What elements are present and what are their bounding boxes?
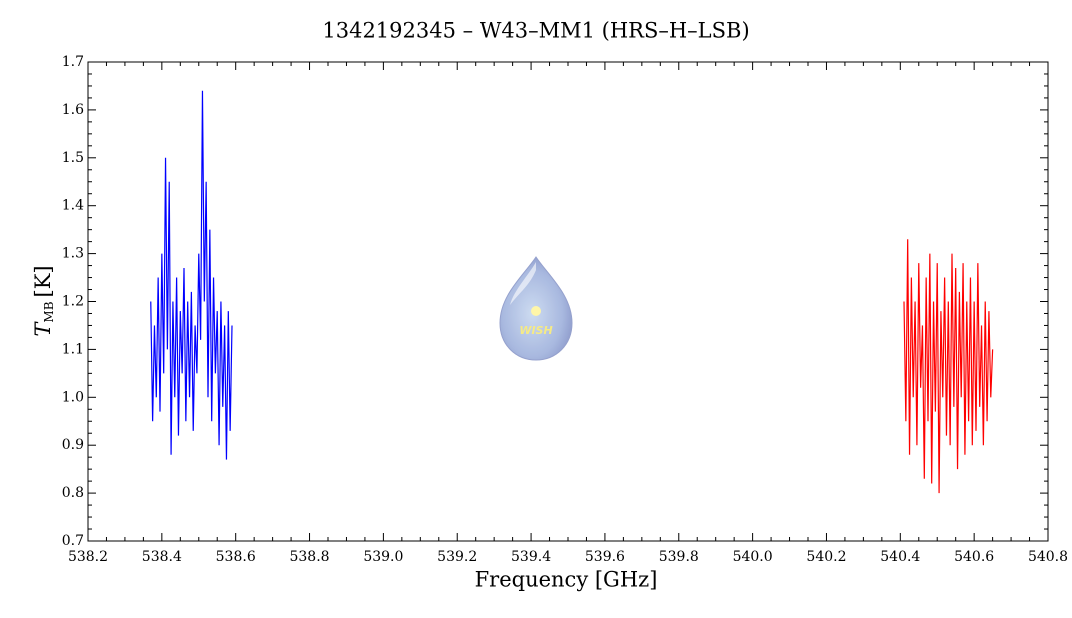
- chart-title: 1342192345 – W43–MM1 (HRS–H–LSB): [322, 19, 749, 43]
- logo-star: [531, 306, 541, 316]
- y-tick-label: 1.0: [62, 389, 84, 405]
- y-axis-label: TMB [K]: [31, 265, 56, 336]
- y-axis-label-unit: [K]: [31, 265, 55, 297]
- logo-text: WISH: [519, 324, 552, 337]
- y-tick-label: 1.7: [62, 54, 84, 70]
- y-tick-label: 1.3: [62, 246, 84, 262]
- x-tick-label: 540.6: [954, 549, 994, 565]
- x-tick-label: 538.6: [216, 549, 256, 565]
- y-tick-label: 0.9: [62, 437, 84, 453]
- y-tick-label: 1.5: [62, 150, 84, 166]
- x-tick-label: 539.8: [659, 549, 699, 565]
- y-axis-label-main: T: [31, 321, 55, 337]
- y-tick-label: 0.8: [62, 485, 84, 501]
- x-tick-label: 539.6: [585, 549, 625, 565]
- y-tick-label: 1.6: [62, 102, 84, 118]
- y-tick-label: 1.2: [62, 294, 84, 310]
- x-tick-label: 539.2: [437, 549, 477, 565]
- x-tick-label: 540.2: [806, 549, 846, 565]
- x-tick-label: 540.0: [733, 549, 773, 565]
- y-tick-label: 1.1: [62, 341, 84, 357]
- x-axis-label: Frequency [GHz]: [475, 568, 658, 592]
- x-tick-label: 539.0: [363, 549, 403, 565]
- x-tick-label: 539.4: [511, 549, 551, 565]
- logo-shine: [510, 262, 536, 305]
- x-tick-label: 540.4: [880, 549, 920, 565]
- logo: WISH: [499, 256, 573, 361]
- spectrum-line: [903, 239, 994, 494]
- x-tick-label: 538.2: [68, 549, 108, 565]
- x-tick-label: 538.8: [289, 549, 329, 565]
- spectrum-line: [150, 90, 233, 460]
- y-tick-label: 1.4: [62, 198, 84, 214]
- x-tick-label: 538.4: [142, 549, 182, 565]
- y-axis-label-sub: MB: [42, 301, 56, 322]
- x-tick-label: 540.8: [1028, 549, 1068, 565]
- y-tick-label: 0.7: [62, 533, 84, 549]
